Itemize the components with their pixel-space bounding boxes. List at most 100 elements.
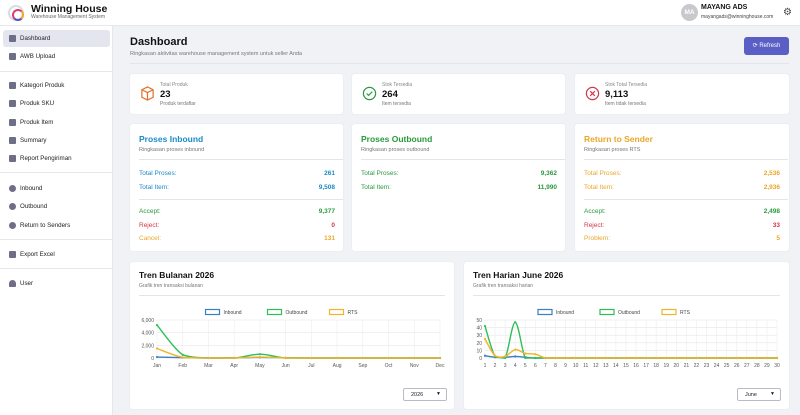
x-tick-label: 3 <box>504 363 507 369</box>
sidebar-item-label: Summary <box>20 137 47 144</box>
row-label: Reject: <box>584 222 605 229</box>
y-tick-label: 50 <box>476 318 482 324</box>
sidebar-divider <box>0 172 113 173</box>
x-tick-label: 15 <box>623 363 629 369</box>
data-point-rts <box>685 356 688 360</box>
card-title: Proses Inbound <box>139 134 204 144</box>
data-point-rts <box>493 354 497 357</box>
sidebar-item-label: Return to Senders <box>20 222 71 229</box>
divider <box>130 63 789 64</box>
year-select[interactable]: 2026 ▼ <box>403 388 447 401</box>
monthly-trend-chart: 0 2,000 4,000 6,000 Jan Feb Mar Apr May Jun Jul Aug… <box>141 308 445 369</box>
data-point-rts <box>695 356 698 360</box>
legend-label: RTS <box>348 310 359 316</box>
data-point-rts <box>233 356 236 360</box>
row-value: 9,508 <box>318 184 335 191</box>
data-point-rts <box>284 356 287 360</box>
sidebar-item-label: User <box>20 280 34 287</box>
stat-label: Stok Total Tersedia <box>605 82 648 88</box>
y-tick-label: 40 <box>476 326 482 332</box>
stat-description: Produk terdaftar <box>160 101 196 107</box>
legend-label: RTS <box>680 310 691 316</box>
sidebar-item-report-pengiriman[interactable]: Report Pengiriman <box>3 150 110 167</box>
divider <box>584 199 788 200</box>
sidebar-item-kategori-produk[interactable]: Kategori Produk <box>3 77 110 94</box>
refresh-label: Refresh <box>759 43 781 49</box>
top-header: Winning House Warehouse Management Syste… <box>0 0 800 26</box>
chevron-down-icon: ▼ <box>436 391 441 397</box>
box-icon <box>141 86 154 101</box>
x-tick-label: 7 <box>544 363 547 369</box>
y-tick-label: 30 <box>476 333 482 339</box>
row-value: 2,936 <box>763 184 780 191</box>
chart-subtitle: Grafik tren transaksi bulanan <box>139 283 203 289</box>
brand-subtitle: Warehouse Management System <box>31 14 106 20</box>
sidebar-item-awb-upload[interactable]: AWB Upload <box>3 48 110 65</box>
x-tick-label: 20 <box>674 363 680 369</box>
chart-title: Tren Harian June 2026 <box>473 270 564 280</box>
x-tick-label: 29 <box>764 363 770 369</box>
sidebar-item-user[interactable]: User <box>3 275 110 292</box>
data-point-rts <box>155 347 159 350</box>
x-tick-label: Jan <box>153 363 161 369</box>
card-subtitle: Ringkasan proses RTS <box>584 147 641 153</box>
y-tick-label: 4,000 <box>141 331 154 337</box>
sidebar-item-label: AWB Upload <box>20 53 56 60</box>
data-point-outbound <box>483 324 487 328</box>
x-tick-label: 10 <box>573 363 579 369</box>
sidebar-item-produk-sku[interactable]: Produk SKU <box>3 95 110 112</box>
sidebar-item-produk-item[interactable]: Produk Item <box>3 114 110 131</box>
y-tick-label: 10 <box>476 348 482 354</box>
data-point-rts <box>755 356 758 360</box>
stat-description: Item tidak tersedia <box>605 101 646 107</box>
refresh-icon: ⟳ <box>752 43 758 49</box>
x-tick-label: 9 <box>564 363 567 369</box>
card-title: Proses Outbound <box>361 134 433 144</box>
data-point-rts <box>207 356 210 360</box>
sidebar-item-label: Outbound <box>20 203 48 210</box>
row-value: 11,990 <box>537 184 557 191</box>
sidebar-divider <box>0 71 113 72</box>
data-point-rts <box>310 356 313 360</box>
x-tick-label: 5 <box>524 363 527 369</box>
sidebar-item-label: Kategori Produk <box>20 82 65 89</box>
series-line-outbound <box>156 324 440 359</box>
total-proses-row: Total Proses: 2,536 <box>584 170 780 177</box>
row-value: 9,377 <box>318 208 335 215</box>
data-point-rts <box>594 356 597 360</box>
x-tick-label: Sep <box>358 363 367 369</box>
data-point-rts <box>725 356 728 360</box>
legend-swatch <box>328 308 345 316</box>
sidebar-item-return-to-senders[interactable]: Return to Senders <box>3 217 110 234</box>
data-point-inbound <box>514 355 517 358</box>
series-line-rts <box>156 347 440 359</box>
accept-row: Accept: 9,377 <box>139 208 335 215</box>
user-name: MAYANG ADS <box>701 4 748 11</box>
sidebar-item-dashboard[interactable]: Dashboard <box>3 30 110 47</box>
x-tick-label: 23 <box>704 363 710 369</box>
cancel-row: Cancel: 131 <box>139 235 335 242</box>
refresh-button[interactable]: ⟳ Refresh <box>744 37 789 55</box>
sidebar-item-summary[interactable]: Summary <box>3 132 110 149</box>
x-tick-label: 2 <box>494 363 497 369</box>
data-point-outbound <box>504 356 507 360</box>
divider <box>139 295 445 296</box>
data-point-rts <box>655 356 658 360</box>
sidebar-item-export-excel[interactable]: Export Excel <box>3 246 110 263</box>
sidebar-item-inbound[interactable]: Inbound <box>3 180 110 197</box>
stat-card-stok-total: Stok Total Tersedia 9,113 Item tidak ter… <box>575 74 789 114</box>
data-point-outbound <box>258 353 262 356</box>
divider <box>584 159 788 160</box>
data-point-rts <box>361 356 364 360</box>
sidebar-item-outbound[interactable]: Outbound <box>3 198 110 215</box>
sidebar-divider <box>0 268 113 269</box>
row-label: Cancel: <box>139 235 162 242</box>
legend-label: Outbound <box>618 310 640 316</box>
x-tick-label: Oct <box>385 363 393 369</box>
total-proses-row: Total Proses: 9,362 <box>361 170 557 177</box>
month-select[interactable]: June ▼ <box>737 388 781 401</box>
settings-gear-icon[interactable]: ⚙ <box>783 7 792 18</box>
x-tick-label: 27 <box>744 363 750 369</box>
y-tick-label: 20 <box>476 341 482 347</box>
avatar[interactable]: MA <box>681 4 698 21</box>
